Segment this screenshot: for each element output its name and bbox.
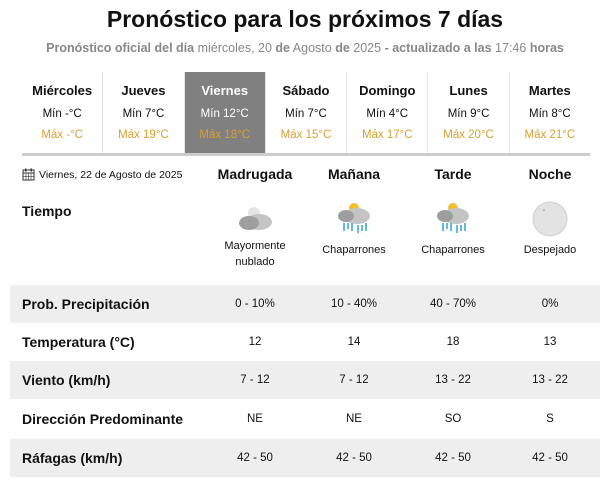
- day-max: Máx 20°C: [443, 129, 494, 141]
- weather-text: Chaparrones: [322, 244, 386, 256]
- cell: 10 - 40%: [330, 298, 378, 310]
- tab-viernes[interactable]: Viernes Mín 12°C Máx 18°C: [184, 72, 266, 153]
- mostly-cloudy-night-icon: [239, 207, 272, 230]
- period-header: Madrugada: [217, 166, 293, 182]
- cell: 13 - 22: [435, 374, 471, 386]
- subtitle-text: de: [275, 41, 290, 55]
- day-min: Mín 7°C: [122, 108, 165, 120]
- day-max: Máx 15°C: [280, 129, 332, 141]
- cell: 40 - 70%: [429, 298, 477, 310]
- cell: 42 - 50: [532, 452, 568, 464]
- tab-sabado[interactable]: Sábado Mín 7°C Máx 15°C: [266, 72, 348, 153]
- subtitle-date: miércoles, 20: [197, 41, 272, 55]
- day-tabs: Miércoles Mín -°C Máx -°C Jueves Mín 7°C Máx…: [22, 72, 590, 156]
- cell: 0 - 10%: [235, 298, 275, 310]
- day-max: Máx 18°C: [199, 129, 251, 141]
- period-header: Noche: [528, 166, 572, 182]
- weather-text: Chaparrones: [421, 244, 485, 256]
- row-precipitation: Prob. Precipitación 0 - 10% 10 - 40% 40 - 7…: [10, 285, 600, 323]
- day-min: Mín 7°C: [285, 108, 327, 120]
- day-name: Domingo: [359, 83, 416, 98]
- cell: NE: [346, 413, 362, 425]
- period-header: Mañana: [327, 166, 381, 182]
- cell: 13: [543, 336, 557, 348]
- row-direction: Dirección Predominante NE NE SO S: [10, 400, 600, 438]
- subtitle-text: Pronóstico oficial del día: [46, 41, 195, 55]
- tab-lunes[interactable]: Lunes Mín 9°C Máx 20°C: [428, 72, 510, 153]
- showers-icon: [338, 203, 370, 233]
- page-subtitle: Pronóstico oficial del día miércoles, 20…: [0, 41, 610, 55]
- calendar-icon: [22, 168, 35, 181]
- day-name: Jueves: [121, 83, 166, 98]
- cell: 14: [347, 336, 361, 348]
- day-min: Mín 8°C: [528, 108, 571, 120]
- cell: 42 - 50: [336, 452, 372, 464]
- row-temperature: Temperatura (°C) 12 14 18 13: [10, 323, 600, 361]
- tab-martes[interactable]: Martes Mín 8°C Máx 21°C: [510, 72, 590, 153]
- cell: S: [546, 413, 554, 425]
- cell: 18: [446, 336, 460, 348]
- day-max: Máx 19°C: [118, 129, 169, 141]
- cell: 13 - 22: [532, 374, 568, 386]
- subtitle-time: 17:46: [495, 41, 527, 55]
- tiempo-label: Tiempo: [22, 203, 72, 219]
- page-title: Pronóstico para los próximos 7 días: [106, 6, 504, 32]
- day-name: Viernes: [201, 83, 249, 98]
- detail-date: Viernes, 22 de Agosto de 2025: [22, 168, 182, 181]
- clear-night-icon: [532, 201, 568, 237]
- subtitle-month: Agosto: [292, 41, 332, 55]
- row-label: Prob. Precipitación: [22, 296, 150, 312]
- row-label: Ráfagas (km/h): [22, 450, 123, 466]
- day-min: Mín 9°C: [447, 108, 490, 120]
- detail-date-text: Viernes, 22 de Agosto de 2025: [39, 168, 183, 181]
- subtitle-text: horas: [529, 41, 564, 55]
- cell: 7 - 12: [339, 374, 369, 386]
- cell: NE: [247, 413, 263, 425]
- day-name: Lunes: [449, 83, 488, 98]
- period-header: Tarde: [434, 166, 472, 182]
- day-max: Máx 17°C: [361, 129, 413, 141]
- cell: 42 - 50: [435, 452, 471, 464]
- day-min: Mín 12°C: [200, 108, 249, 120]
- cell: 12: [248, 336, 262, 348]
- day-name: Sábado: [282, 83, 330, 98]
- day-max: Máx 21°C: [524, 129, 576, 141]
- subtitle-year: 2025: [353, 41, 382, 55]
- cell: 7 - 12: [240, 374, 270, 386]
- row-label: Dirección Predominante: [22, 411, 184, 427]
- cell: SO: [444, 413, 462, 425]
- day-min: Mín 4°C: [366, 108, 409, 120]
- cell: 0%: [541, 298, 559, 310]
- tab-domingo[interactable]: Domingo Mín 4°C Máx 17°C: [347, 72, 429, 153]
- day-max: Máx -°C: [41, 129, 83, 141]
- row-gusts: Ráfagas (km/h) 42 - 50 42 - 50 42 - 50 42 - …: [10, 439, 600, 477]
- tab-jueves[interactable]: Jueves Mín 7°C Máx 19°C: [103, 72, 185, 153]
- weather-cell: Mayormente nublado: [205, 200, 305, 270]
- weather-cell: Despejado: [500, 200, 600, 258]
- weather-cell: Chaparrones: [304, 200, 404, 258]
- day-name: Miércoles: [32, 83, 93, 98]
- weather-text: Mayormente nublado: [224, 240, 286, 268]
- row-wind: Viento (km/h) 7 - 12 7 - 12 13 - 22 13 - 22: [10, 361, 600, 399]
- showers-icon: [437, 203, 469, 233]
- row-label: Viento (km/h): [22, 372, 111, 388]
- tab-miercoles[interactable]: Miércoles Mín -°C Máx -°C: [22, 72, 104, 153]
- subtitle-text: de: [335, 41, 350, 55]
- day-name: Martes: [528, 83, 571, 98]
- subtitle-text: - actualizado a las: [384, 41, 492, 55]
- weather-text: Despejado: [523, 244, 577, 256]
- row-label: Temperatura (°C): [22, 334, 135, 350]
- day-min: Mín -°C: [42, 108, 82, 120]
- weather-cell: Chaparrones: [403, 200, 503, 258]
- cell: 42 - 50: [237, 452, 273, 464]
